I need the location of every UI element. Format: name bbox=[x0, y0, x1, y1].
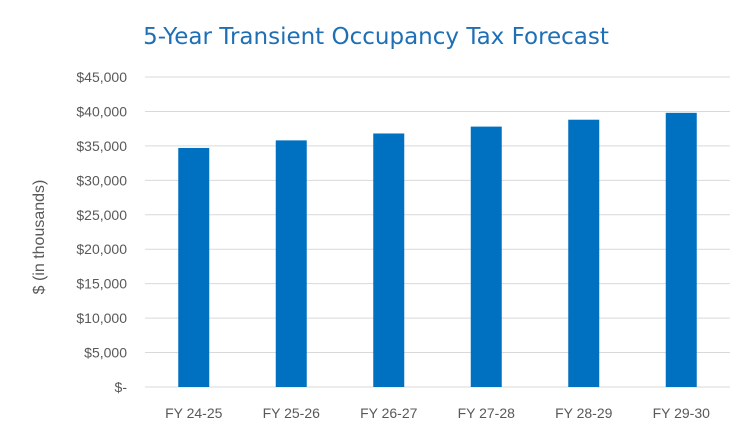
bar bbox=[470, 126, 502, 387]
bar bbox=[568, 119, 600, 387]
y-axis-label: $ (in thousands) bbox=[31, 180, 48, 295]
x-axis-ticks: FY 24-25 FY 25-26 FY 26-27 FY 27-28 FY 28-29… bbox=[165, 405, 710, 421]
y-tick-label: $5,000 bbox=[84, 345, 127, 361]
x-tick-label: FY 29-30 bbox=[653, 405, 711, 421]
x-tick-label: FY 27-28 bbox=[458, 405, 516, 421]
bar bbox=[373, 133, 405, 387]
x-tick-label: FY 24-25 bbox=[165, 405, 223, 421]
y-tick-label: $25,000 bbox=[76, 207, 127, 223]
chart-title: 5-Year Transient Occupancy Tax Forecast bbox=[143, 24, 609, 50]
x-tick-label: FY 26-27 bbox=[360, 405, 418, 421]
bar bbox=[275, 140, 307, 387]
y-tick-label: $45,000 bbox=[76, 69, 127, 85]
bar bbox=[178, 147, 210, 387]
bars bbox=[178, 112, 697, 388]
x-tick-label: FY 28-29 bbox=[555, 405, 613, 421]
y-tick-label: $30,000 bbox=[76, 172, 127, 188]
x-tick-label: FY 25-26 bbox=[263, 405, 321, 421]
y-tick-label: $40,000 bbox=[76, 103, 127, 119]
y-tick-label: $35,000 bbox=[76, 138, 127, 154]
y-tick-label: $20,000 bbox=[76, 241, 127, 257]
bar bbox=[665, 112, 697, 388]
y-tick-label: $15,000 bbox=[76, 276, 127, 292]
gridlines bbox=[145, 76, 730, 388]
y-tick-label: $10,000 bbox=[76, 310, 127, 326]
y-axis-ticks: $- $5,000 $10,000 $15,000 $20,000 $25,000 $30,… bbox=[76, 69, 127, 395]
y-tick-label: $- bbox=[115, 379, 128, 395]
